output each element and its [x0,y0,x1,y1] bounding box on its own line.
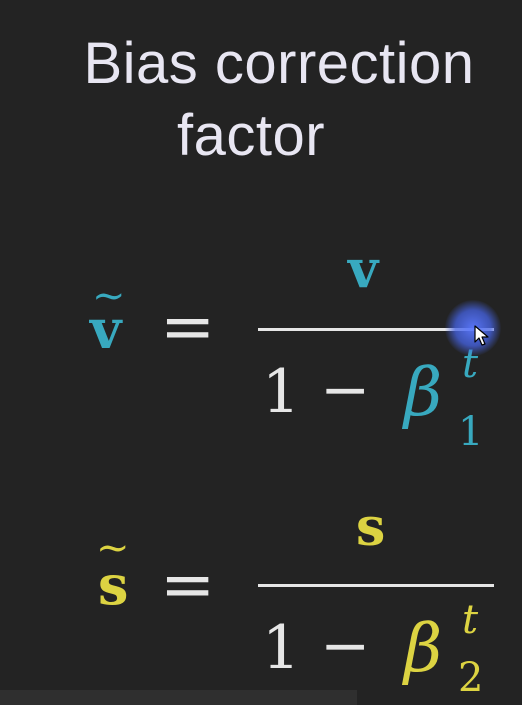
lhs-variable: s [98,553,129,617]
title-line-2: factor [176,103,326,168]
denominator-one: 1 [262,613,301,683]
equals-sign: = [160,546,216,623]
subscript-index: 1 [458,409,484,455]
fraction-bar [258,328,494,331]
fraction-bar [258,584,494,587]
bottom-strip [0,690,357,705]
denominator-minus: − [320,355,371,425]
denominator-minus: − [320,611,371,681]
subscript-index: 2 [458,655,484,701]
denominator-one: 1 [262,357,301,427]
lhs-variable: v [90,297,122,361]
numerator: v [348,239,379,300]
tilde-accent: ~ [92,273,126,319]
beta-symbol: β [404,354,443,431]
slide-title: Bias correction factor [0,28,522,172]
title-line-1: Bias correction [83,31,475,96]
cursor-highlight [445,300,501,356]
equals-sign: = [160,288,216,365]
superscript-t: t [462,597,479,643]
tilde-accent: ~ [96,525,130,571]
beta-symbol: β [404,610,443,687]
mouse-pointer-icon [474,325,489,346]
equation-v-hat: ~ v = v 1 − β t 1 [0,240,522,470]
equation-s-hat: ~ s = s 1 − β t 2 [0,498,522,705]
numerator: s [356,497,386,558]
